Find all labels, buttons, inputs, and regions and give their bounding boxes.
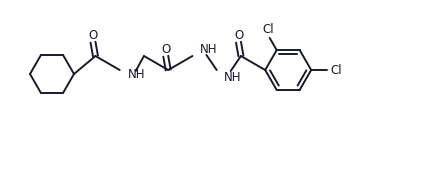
Text: Cl: Cl bbox=[262, 23, 274, 36]
Text: NH: NH bbox=[224, 70, 241, 84]
Text: NH: NH bbox=[199, 42, 217, 55]
Text: NH: NH bbox=[128, 68, 145, 80]
Text: O: O bbox=[161, 43, 170, 56]
Text: O: O bbox=[88, 29, 98, 42]
Text: Cl: Cl bbox=[330, 64, 342, 76]
Text: O: O bbox=[234, 29, 243, 42]
